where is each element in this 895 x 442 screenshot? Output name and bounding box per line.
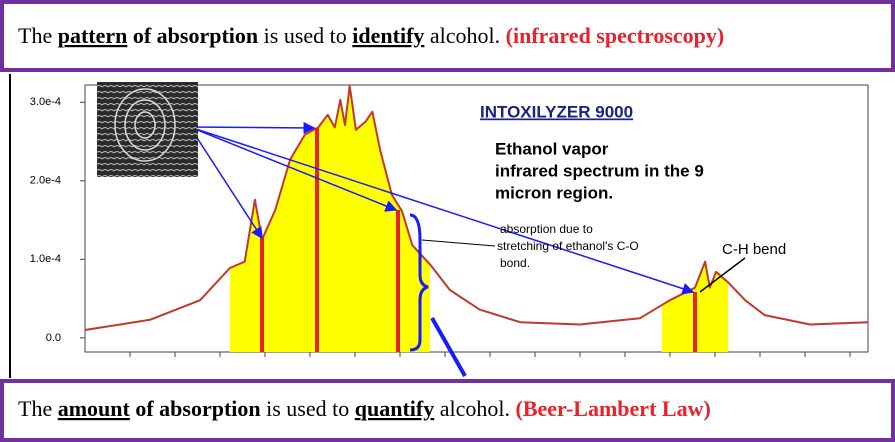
annotation: absorption due to bbox=[500, 222, 593, 236]
text: is used to bbox=[261, 396, 355, 421]
spectrum-line bbox=[85, 86, 868, 330]
slide: The pattern of absorption is used to ide… bbox=[0, 0, 895, 442]
text: amount bbox=[58, 396, 131, 421]
annotation: C-H bend bbox=[722, 241, 786, 258]
text: The bbox=[18, 23, 58, 48]
pointer-arrow bbox=[190, 127, 314, 128]
text: of absorption bbox=[130, 396, 261, 421]
text: The bbox=[18, 396, 58, 421]
pointer-arrow bbox=[190, 127, 262, 238]
chart-title: INTOXILYZER 9000 bbox=[480, 102, 633, 121]
y-tick-label: 2.0e-4 bbox=[30, 175, 61, 187]
text: alcohol. bbox=[424, 23, 505, 48]
text: of absorption bbox=[127, 23, 258, 48]
text: (infrared spectroscopy) bbox=[506, 23, 725, 48]
y-tick-label: 1.0e-4 bbox=[30, 253, 61, 265]
text: quantify bbox=[355, 396, 434, 421]
top-statement: The pattern of absorption is used to ide… bbox=[18, 23, 724, 48]
annotation: stretching of ethanol's C-O bbox=[497, 239, 639, 253]
y-tick-label: 3.0e-4 bbox=[30, 96, 61, 108]
fingerprint-image bbox=[97, 82, 198, 177]
text: (Beer-Lambert Law) bbox=[516, 396, 711, 421]
bottom-statement: The amount of absorption is used to quan… bbox=[18, 396, 711, 421]
plot-frame bbox=[85, 85, 868, 352]
brace-pointer bbox=[432, 318, 465, 376]
text: identify bbox=[352, 23, 424, 48]
area-fill bbox=[85, 86, 868, 352]
x-tick-marks bbox=[130, 352, 850, 357]
chart-subtitle: Ethanol vapor bbox=[495, 139, 609, 158]
callout-line bbox=[422, 240, 495, 246]
text: alcohol. bbox=[434, 396, 515, 421]
y-tick-label: 0.0 bbox=[46, 332, 61, 344]
text: is used to bbox=[258, 23, 352, 48]
annotation: bond. bbox=[500, 256, 530, 270]
chart-subtitle: micron region. bbox=[495, 183, 613, 202]
chart-subtitle: infrared spectrum in the 9 bbox=[495, 161, 704, 180]
text: pattern bbox=[58, 23, 128, 48]
